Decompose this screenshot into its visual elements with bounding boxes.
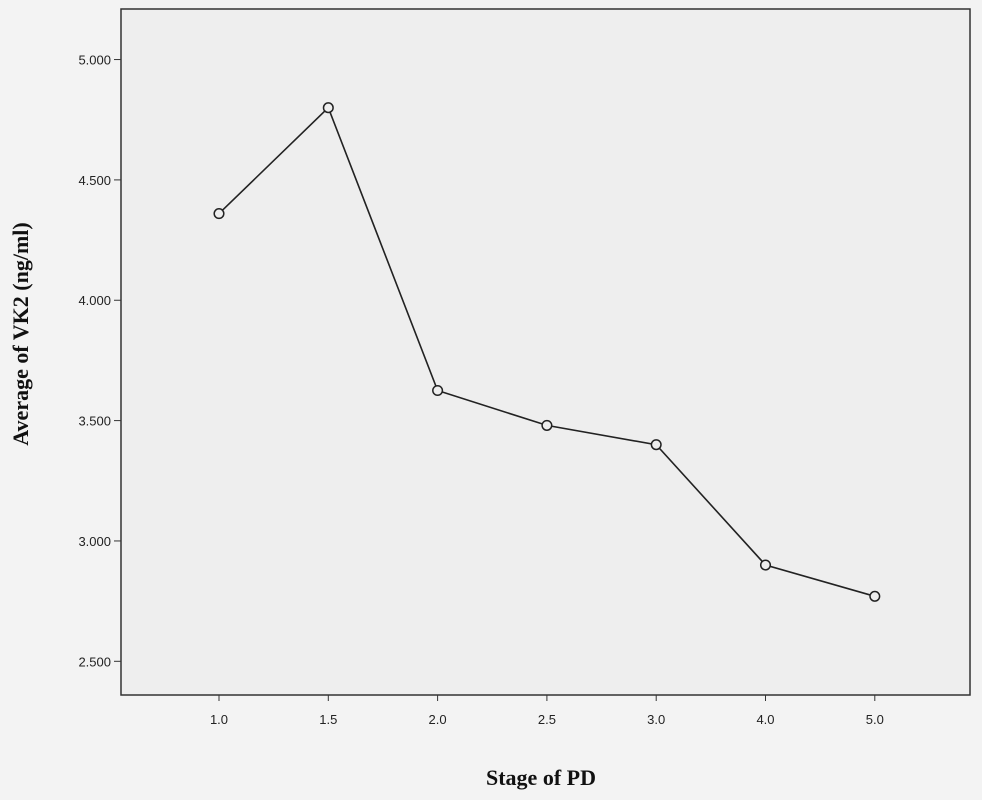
x-axis: 1.0 1.5 2.0 2.5 3.0 4.0 5.0 [210, 695, 884, 727]
data-point [759, 559, 772, 571]
y-axis: 2.500 3.000 3.500 4.000 4.500 5.000 [78, 53, 121, 669]
x-axis-title: Stage of PD [486, 765, 596, 790]
y-tick-label: 2.500 [78, 654, 111, 669]
data-point [650, 439, 662, 451]
x-tick-label: 5.0 [866, 712, 884, 727]
data-points [213, 102, 881, 602]
x-tick-label: 1.5 [319, 712, 337, 727]
data-point [432, 384, 444, 397]
y-tick-label: 4.000 [78, 293, 111, 308]
y-axis-title: Average of VK2 (ng/ml) [8, 222, 33, 445]
y-tick-label: 5.000 [78, 53, 111, 68]
data-point [322, 102, 334, 114]
y-tick-label: 3.000 [78, 534, 111, 549]
x-tick-label: 3.0 [647, 712, 665, 727]
x-tick-label: 2.5 [538, 712, 556, 727]
y-tick-label: 3.500 [78, 414, 111, 429]
data-point [213, 208, 225, 220]
y-tick-label: 4.500 [78, 173, 111, 188]
data-point [869, 590, 881, 602]
x-tick-label: 1.0 [210, 712, 228, 727]
x-tick-label: 4.0 [756, 712, 774, 727]
x-tick-label: 2.0 [429, 712, 447, 727]
data-point [541, 419, 553, 431]
plot-area [120, 8, 971, 696]
